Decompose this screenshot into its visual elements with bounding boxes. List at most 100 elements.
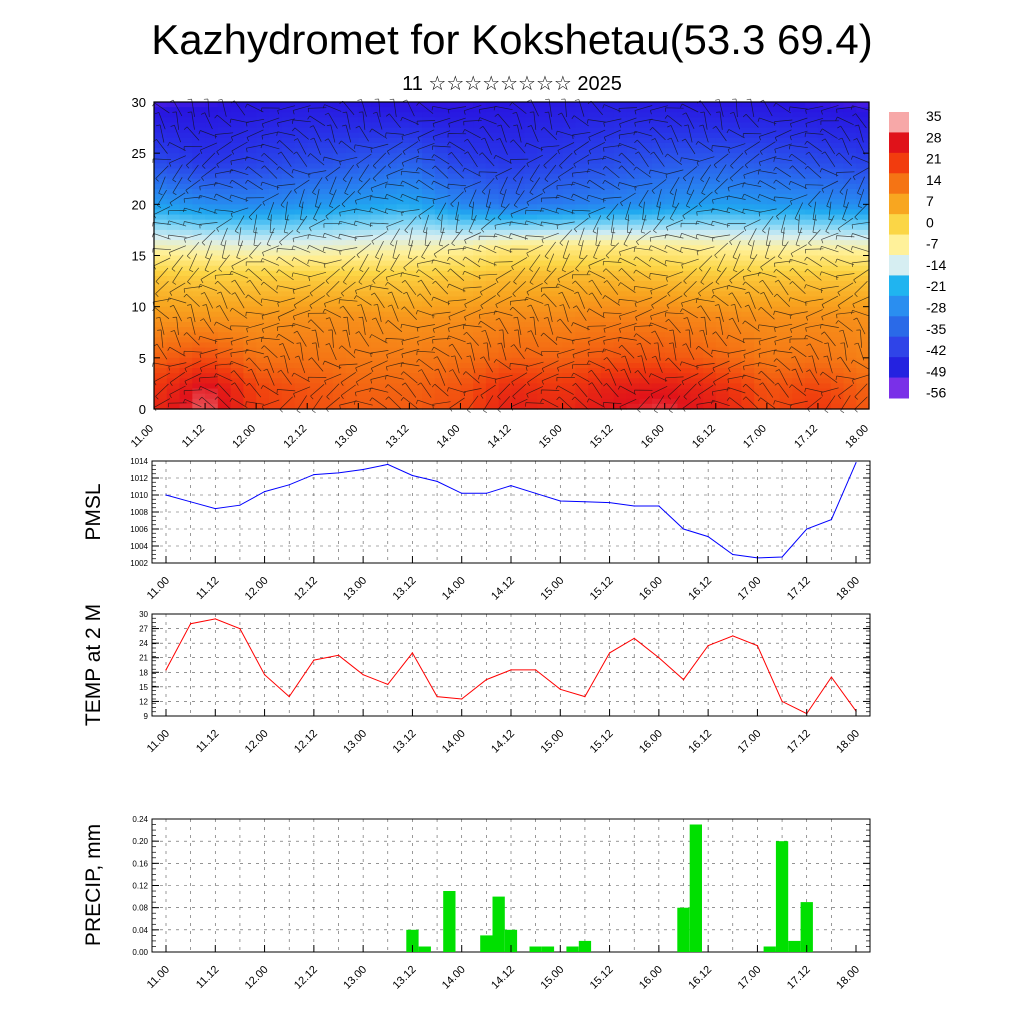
heatmap-cell [600, 240, 615, 246]
heatmap-cell [575, 229, 589, 236]
wind-barb [385, 132, 405, 137]
heatmap-cell [626, 255, 640, 262]
heatmap-cell [651, 229, 666, 236]
heatmap-cell [690, 224, 704, 231]
wind-barb [400, 170, 420, 176]
heatmap-cell [524, 229, 538, 236]
wind-barb [511, 257, 528, 271]
heatmap-cell [715, 255, 730, 262]
heatmap-cell [307, 122, 321, 129]
heatmap-cell [779, 352, 793, 359]
heatmap-cell [766, 188, 781, 195]
heatmap-cell [524, 316, 538, 323]
heatmap-cell [319, 347, 334, 354]
wind-barb [726, 387, 746, 394]
heatmap-cell [205, 398, 219, 405]
wind-barb [557, 112, 571, 129]
wind-barb [765, 227, 771, 247]
wind-barb [400, 362, 420, 368]
wind-barb [261, 268, 278, 282]
wind-barb [402, 141, 419, 155]
wind-barb [776, 204, 791, 220]
heatmap-cell [843, 168, 857, 175]
heatmap-cell [600, 219, 615, 226]
heatmap-cell [217, 158, 232, 164]
heatmap-cell [703, 291, 717, 298]
wind-barb [262, 193, 279, 206]
heatmap-cell [703, 112, 717, 118]
heatmap-cell [319, 383, 334, 390]
heatmap-cell [830, 199, 845, 205]
heatmap-cell [409, 368, 423, 374]
heatmap-cell [549, 219, 564, 226]
heatmap-cell [383, 301, 398, 308]
heatmap-cell [154, 163, 168, 170]
wind-barb [198, 335, 218, 342]
heatmap-cell [243, 255, 257, 262]
wind-barb [260, 385, 279, 396]
heatmap-cell [256, 245, 270, 251]
wind-barb [307, 376, 327, 382]
data-point [436, 696, 438, 698]
heatmap-cell [651, 224, 666, 231]
wind-barb [759, 279, 774, 296]
heatmap-cell [319, 332, 334, 338]
heatmap-cell [256, 148, 270, 154]
heatmap-cell [754, 306, 768, 313]
wind-barb [618, 337, 637, 342]
heatmap-cell [677, 301, 691, 308]
heatmap-cell [154, 322, 168, 328]
wind-barb [307, 244, 326, 254]
heatmap-cell [677, 117, 691, 124]
heatmap-cell [703, 173, 717, 180]
heatmap-cell [792, 368, 806, 374]
heatmap-cell [754, 260, 768, 267]
heatmap-cell [371, 281, 385, 287]
wind-barb [481, 177, 495, 195]
heatmap-cell [154, 137, 168, 144]
heatmap-cell [166, 362, 181, 369]
heatmap-cell [473, 122, 487, 129]
heatmap-cell [537, 398, 551, 405]
heatmap-cell [524, 250, 538, 257]
wind-barb [633, 333, 652, 345]
heatmap-cell [371, 137, 385, 144]
heatmap-cell [192, 127, 206, 134]
wind-barb [246, 279, 261, 296]
wind-barb [248, 203, 262, 221]
wind-barb [358, 164, 370, 183]
heatmap-cell [575, 332, 589, 338]
wind-barb [493, 154, 512, 164]
wind-barb [682, 166, 698, 182]
heatmap-cell [371, 368, 385, 374]
heatmap-cell [205, 281, 219, 287]
heatmap-cell [307, 368, 321, 374]
colorbar-label: 14 [926, 172, 942, 188]
heatmap-cell [230, 137, 244, 144]
heatmap-cell [830, 122, 845, 129]
heatmap-cell [562, 127, 576, 134]
wind-barb [512, 383, 527, 400]
heatmap-cell [511, 393, 525, 400]
heatmap-cell [294, 132, 308, 139]
heatmap-cell [537, 117, 551, 124]
heatmap-cell [243, 368, 257, 374]
heatmap-cell [677, 173, 691, 180]
heatmap-cell [473, 102, 487, 108]
heatmap-cell [588, 275, 602, 282]
heatmap-cell [358, 347, 372, 354]
heatmap-cell [856, 229, 870, 236]
wind-barb [727, 182, 746, 192]
wind-barb [602, 155, 622, 163]
heatmap-cell [434, 393, 449, 400]
heatmap-cell [179, 398, 193, 405]
wind-barb [231, 257, 248, 270]
heatmap-cell [294, 311, 308, 318]
heatmap-cell [179, 337, 193, 344]
heatmap-cell [588, 153, 602, 159]
heatmap-cell [613, 398, 628, 405]
wind-barb [387, 304, 399, 322]
heatmap-cell [741, 337, 755, 344]
heatmap-cell [473, 163, 487, 170]
data-point [732, 553, 734, 556]
